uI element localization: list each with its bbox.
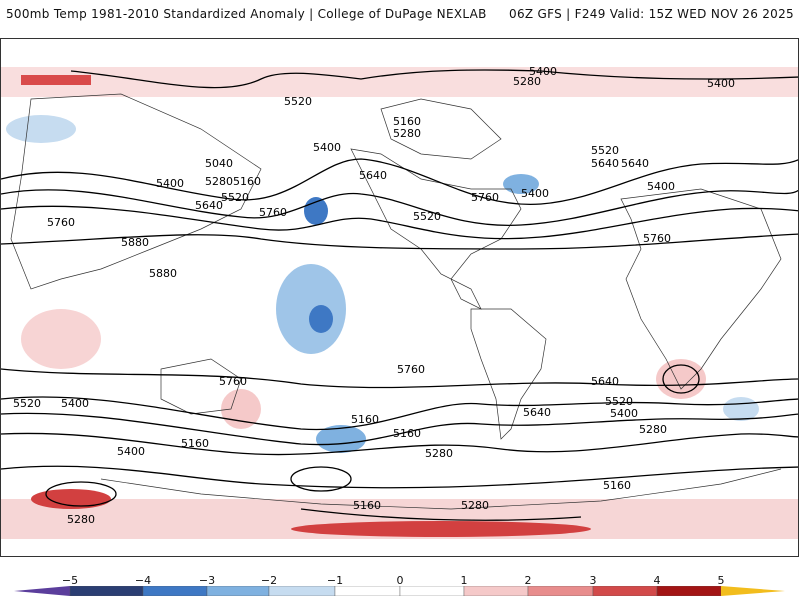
contour-label: 5760 [471, 191, 499, 204]
colorbar-segment [268, 586, 336, 596]
colorbar-tick: −3 [198, 574, 216, 587]
contour-label: 5280 [513, 75, 541, 88]
cold-anomaly-patch [503, 174, 539, 194]
colorbar-tick: 0 [396, 574, 404, 587]
colorbar-gradient [14, 586, 785, 596]
colorbar-segment [463, 586, 529, 596]
contour-label: 5280 [67, 513, 95, 526]
contour-label: 5520 [413, 210, 441, 223]
contour-label: 5400 [117, 445, 145, 458]
colorbar-segment [334, 586, 401, 596]
colorbar-tick: 1 [460, 574, 468, 587]
map-title: 500mb Temp 1981-2010 Standardized Anomal… [6, 7, 487, 21]
contour-label: 5640 [621, 157, 649, 170]
contour-label: 5640 [591, 375, 619, 388]
contour-label: 5400 [647, 180, 675, 193]
contour-label: 5160 [181, 437, 209, 450]
contour-label: 5400 [313, 141, 341, 154]
contour-label: 5640 [195, 199, 223, 212]
contour-label: 5280 [461, 499, 489, 512]
colorbar-segment [399, 586, 465, 596]
cold-anomaly-patch [723, 397, 759, 421]
header: 500mb Temp 1981-2010 Standardized Anomal… [0, 0, 800, 32]
contour-label: 5400 [61, 397, 89, 410]
contour-label: 5520 [221, 191, 249, 204]
colorbar-segment [69, 586, 144, 596]
cold-anomaly-patch [316, 425, 366, 453]
contour-label: 5520 [284, 95, 312, 108]
contour-label: 5160 [351, 413, 379, 426]
contour-label: 5520 [13, 397, 41, 410]
coastlines [10, 93, 782, 510]
colorbar-segment [592, 586, 658, 596]
colorbar-tick: −1 [326, 574, 344, 587]
contour-label: 5160 [393, 115, 421, 128]
contour-labels: 5400 5280 5400 5520 5160 5280 5400 5640 … [13, 65, 735, 526]
contour-label: 5040 [205, 157, 233, 170]
height-contours [1, 69, 798, 521]
contour-label: 5760 [259, 206, 287, 219]
colorbar-tick: 3 [589, 574, 597, 587]
cold-anomaly-patch [309, 305, 333, 333]
map-svg: 5400 5280 5400 5520 5160 5280 5400 5640 … [1, 65, 798, 539]
colorbar-tick: 5 [717, 574, 725, 587]
contour-label: 5280 [425, 447, 453, 460]
colorbar-over-triangle [721, 586, 785, 596]
contour-label: 5400 [521, 187, 549, 200]
contour-label: 5520 [591, 144, 619, 157]
contour-label: 5400 [610, 407, 638, 420]
contour-label: 5280 [639, 423, 667, 436]
contour-label: 5640 [359, 169, 387, 182]
cold-anomaly-patch [6, 115, 76, 143]
northern-high-latitude-band [1, 67, 798, 97]
color-scale-bar: −5 −4 −3 −2 −1 0 1 2 3 4 5 [0, 568, 800, 600]
contour-label: 5520 [605, 395, 633, 408]
contour-label: 5760 [643, 232, 671, 245]
warm-anomaly-patch [21, 309, 101, 369]
colorbar-segment [656, 586, 722, 596]
contour-label: 5760 [397, 363, 425, 376]
warm-anomaly-patch [31, 489, 111, 509]
contour-label: 5280 [393, 127, 421, 140]
warm-anomaly-patch [21, 75, 91, 85]
anomaly-map[interactable]: 5400 5280 5400 5520 5160 5280 5400 5640 … [0, 38, 799, 557]
warm-anomaly-patch [291, 521, 591, 537]
contour-label: 5160 [603, 479, 631, 492]
contour-label: 5760 [47, 216, 75, 229]
cold-anomaly-patch [304, 197, 328, 225]
contour-label: 5640 [523, 406, 551, 419]
colorbar-tick: −2 [260, 574, 278, 587]
contour-label: 5160 [353, 499, 381, 512]
contour-label: 5880 [121, 236, 149, 249]
colorbar-segment [142, 586, 208, 596]
colorbar-segments [69, 586, 722, 596]
colorbar-tick: 2 [524, 574, 532, 587]
contour-label: 5880 [149, 267, 177, 280]
colorbar-segment [527, 586, 594, 596]
model-run-info: 06Z GFS | F249 Valid: 15Z WED NOV 26 202… [509, 7, 794, 21]
contour-label: 5160 [393, 427, 421, 440]
cold-anomaly-patch [276, 264, 346, 354]
contour-label: 5400 [707, 77, 735, 90]
colorbar-tick: −4 [134, 574, 152, 587]
contour-label: 5160 [233, 175, 261, 188]
colorbar-tick: −5 [61, 574, 79, 587]
contour-label: 5280 [205, 175, 233, 188]
colorbar-under-triangle [14, 586, 70, 596]
contour-label: 5640 [591, 157, 619, 170]
contour-label: 5400 [529, 65, 557, 78]
colorbar-segment [206, 586, 270, 596]
contour-label: 5400 [156, 177, 184, 190]
colorbar-tick: 4 [653, 574, 661, 587]
contour-label: 5760 [219, 375, 247, 388]
